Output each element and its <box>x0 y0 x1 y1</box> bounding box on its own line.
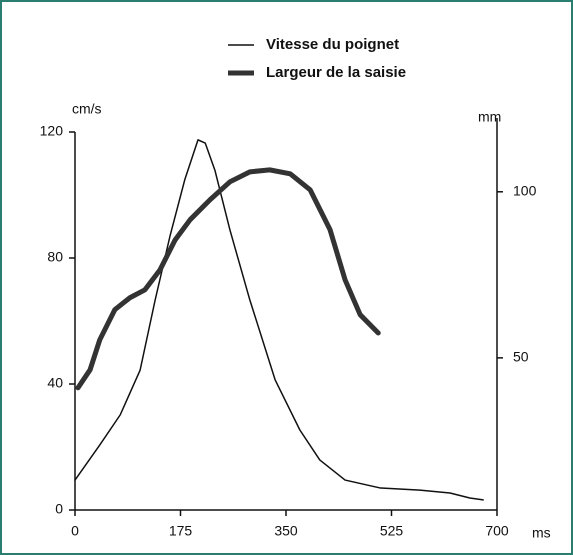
y2-tick-label: 50 <box>513 349 529 365</box>
y-tick-label: 40 <box>47 375 63 391</box>
x-tick-label: 175 <box>169 523 193 539</box>
x-tick-label: 700 <box>485 523 509 539</box>
x-tick-label: 350 <box>274 523 298 539</box>
y-tick-label: 80 <box>47 249 63 265</box>
y2-axis-label: mm <box>478 109 501 125</box>
y-axis-label: cm/s <box>72 101 102 117</box>
y2-tick-label: 100 <box>513 182 537 198</box>
legend-label: Vitesse du poignet <box>266 36 399 53</box>
x-axis-label: ms <box>532 525 551 541</box>
y-tick-label: 120 <box>40 123 64 139</box>
series-line <box>75 167 381 391</box>
x-tick-label: 525 <box>380 523 404 539</box>
series-line <box>74 139 484 501</box>
x-tick-label: 0 <box>71 523 79 539</box>
legend-label: Largeur de la saisie <box>266 64 406 81</box>
y-tick-label: 0 <box>55 501 63 517</box>
